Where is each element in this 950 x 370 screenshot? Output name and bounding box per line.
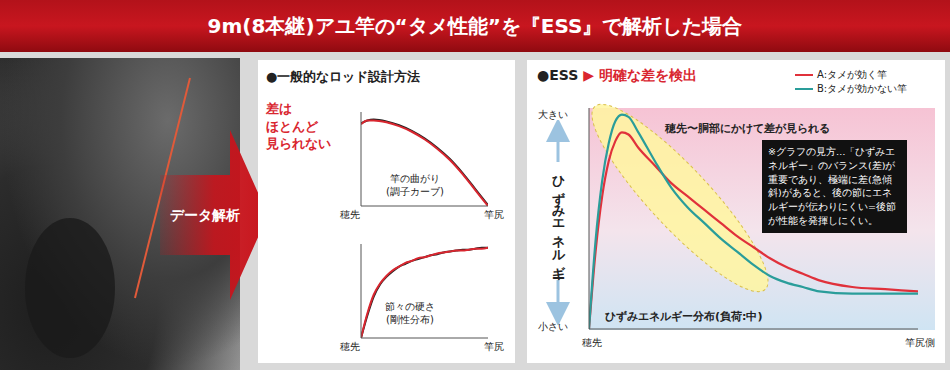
html-text:大きい: 大きい — [538, 109, 568, 120]
html-text:差は ほとんど 見られない: 差は ほとんど 見られない — [266, 101, 331, 152]
html-text:小さい: 小さい — [538, 321, 568, 332]
html-text:●ESS ▶ 明確な差を検出: ●ESS ▶ 明確な差を検出 — [537, 67, 697, 83]
html-text:竿尻: 竿尻 — [484, 209, 504, 220]
html-text:竿尻側: 竿尻側 — [905, 337, 935, 348]
html-text:節々の硬さ (剛性分布): 節々の硬さ (剛性分布) — [385, 301, 435, 325]
html-text:穂先: 穂先 — [340, 209, 360, 220]
html-text:9m(8本継)アユ竿の“タメ性能”を『ESS』で解析した場合: 9m(8本継)アユ竿の“タメ性能”を『ESS』で解析した場合 — [207, 14, 743, 38]
html-text:竿尻: 竿尻 — [484, 341, 504, 352]
svg-text:データ解析: データ解析 — [170, 207, 240, 223]
html-text:ひずみエネルギー: ひずみエネルギー — [551, 166, 566, 271]
html-text:穂先: 穂先 — [340, 341, 360, 352]
html-text:※グラフの見方…「ひずみエネルギー」のバランス(差)が重要で: ※グラフの見方…「ひずみエネルギー」のバランス(差)が重要であり、極端に差(急傾… — [768, 146, 896, 226]
html-text:竿の曲がり (調子カーブ): 竿の曲がり (調子カーブ) — [386, 173, 444, 197]
html-text:B:タメが効かない竿: B:タメが効かない竿 — [817, 83, 908, 94]
html-text:●一般的なロッド設計方法: ●一般的なロッド設計方法 — [266, 69, 421, 84]
html-text:穂先〜胴部にかけて差が見られる: 穂先〜胴部にかけて差が見られる — [665, 122, 830, 135]
html-text:ひずみエネルギー分布(負荷:中): ひずみエネルギー分布(負荷:中) — [605, 310, 763, 323]
html-text:穂先: 穂先 — [582, 337, 602, 348]
html-text:A:タメが効く竿: A:タメが効く竿 — [817, 69, 887, 80]
